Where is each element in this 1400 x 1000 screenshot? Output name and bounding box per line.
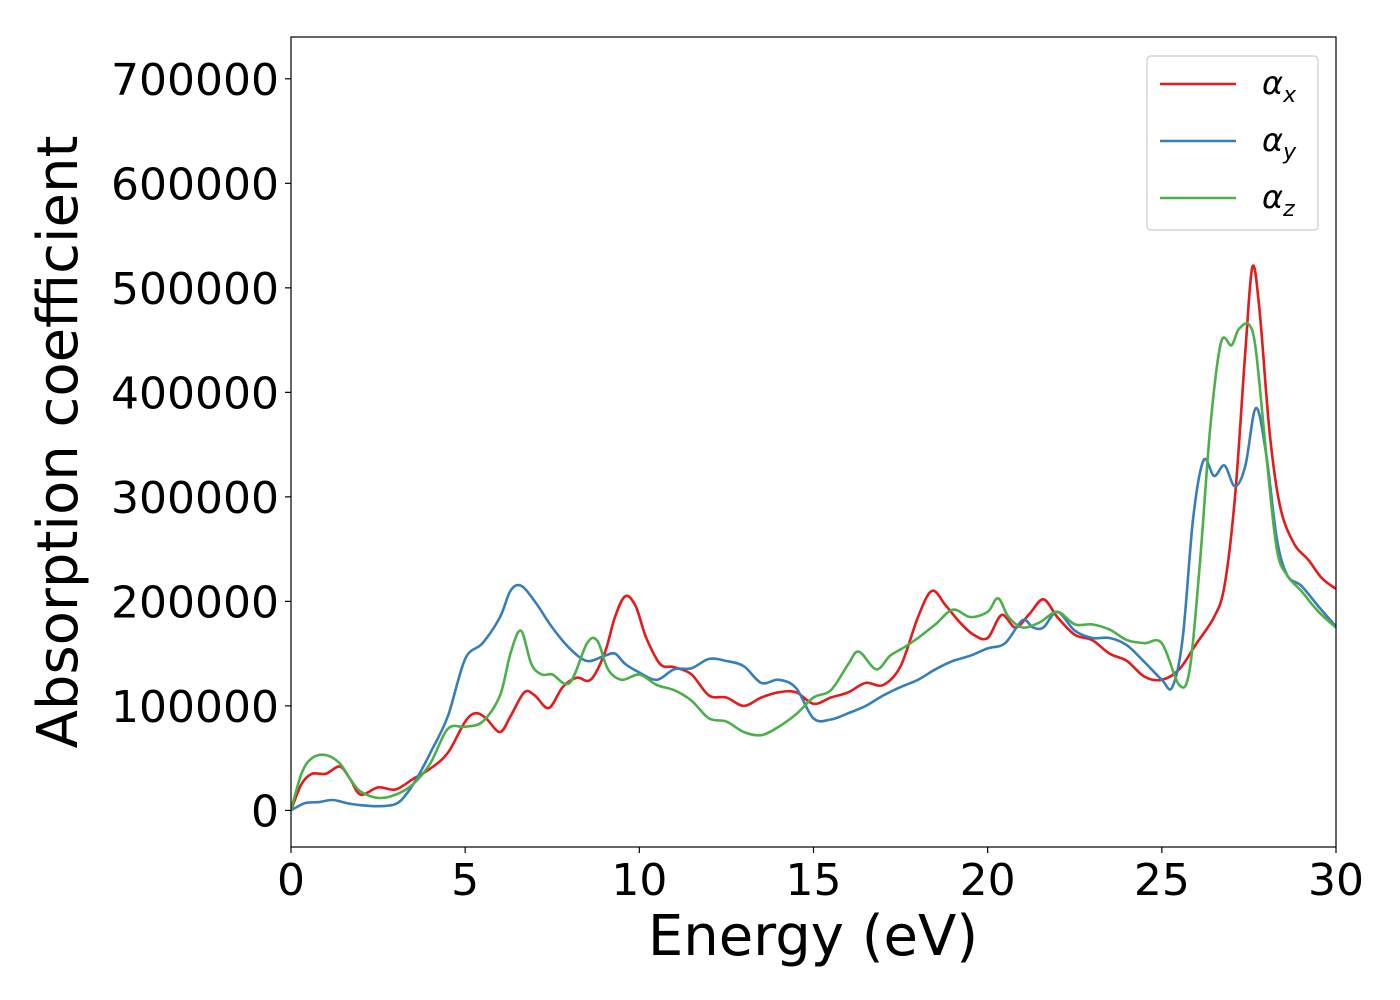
x-tick-label: 30 <box>1308 855 1364 906</box>
y-tick-label: 300000 <box>111 473 279 524</box>
y-tick-label: 100000 <box>111 682 279 733</box>
y-tick-label: 200000 <box>111 577 279 628</box>
legend: αx αy αz <box>1146 55 1319 231</box>
y-tick-label: 600000 <box>111 159 279 210</box>
y-tick-label: 700000 <box>111 55 279 106</box>
x-tick-label: 5 <box>451 855 479 906</box>
legend-box <box>1146 55 1319 231</box>
x-tick-label: 10 <box>611 855 667 906</box>
series-line-x <box>291 264 1336 812</box>
legend-label-y: αy <box>1262 121 1297 165</box>
y-axis-ticks: 0 100000 200000 300000 400000 500000 600000 700… <box>111 55 291 837</box>
series-line-z <box>291 321 1336 812</box>
x-tick-label: 0 <box>277 855 305 906</box>
y-tick-label: 0 <box>251 786 279 837</box>
legend-label-x: αx <box>1262 64 1297 108</box>
x-axis-ticks: 0 5 10 15 20 25 30 <box>277 847 1364 906</box>
x-tick-label: 25 <box>1134 855 1190 906</box>
x-tick-label: 15 <box>786 855 842 906</box>
series-line-y <box>291 406 1336 812</box>
y-tick-label: 400000 <box>111 368 279 419</box>
y-tick-label: 500000 <box>111 264 279 315</box>
series-lines <box>291 264 1336 812</box>
x-tick-label: 20 <box>960 855 1016 906</box>
x-axis-title: Energy (eV) <box>648 904 978 969</box>
y-axis-title: Absorption coefficient <box>26 136 91 749</box>
legend-label-z: αz <box>1262 178 1295 222</box>
